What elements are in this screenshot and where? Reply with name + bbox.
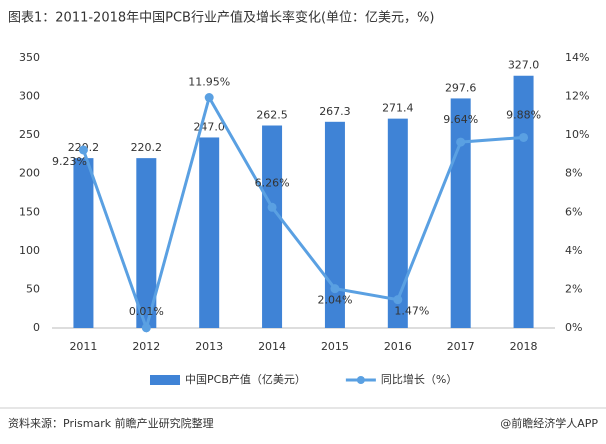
line-point [330,284,340,294]
x-tick-label: 2016 [384,340,412,353]
bar-value-label: 247.0 [193,120,225,133]
line-point [141,323,151,333]
y-tick-label: 0 [33,321,40,334]
x-tick-label: 2013 [195,340,223,353]
line-value-label: 6.26% [255,176,290,189]
y2-tick-label: 14% [565,51,589,64]
line-value-label: 9.23% [52,155,87,168]
y-tick-label: 200 [19,167,40,180]
x-tick-label: 2012 [132,340,160,353]
line-point [519,132,529,142]
bar [136,158,157,328]
x-tick-label: 2011 [69,340,97,353]
y-tick-label: 150 [19,205,40,218]
y-tick-label: 350 [19,51,40,64]
x-tick-label: 2017 [447,340,475,353]
credit: @前瞻经济学人APP [500,416,598,430]
x-tick-label: 2018 [510,340,538,353]
bar [73,158,94,328]
bar [450,98,471,329]
y2-tick-label: 10% [565,128,589,141]
bar [387,118,408,329]
line-value-label: 0.01% [129,305,164,318]
legend-swatch [150,375,180,385]
chart-title: 图表1：2011-2018年中国PCB行业产值及增长率变化(单位：亿美元，%) [8,10,434,26]
y2-tick-label: 2% [565,282,582,295]
y2-tick-label: 8% [565,167,582,180]
bar-value-label: 297.6 [445,81,477,94]
line-value-label: 9.64% [443,113,478,126]
line-point [267,202,277,212]
line-point [393,295,403,305]
line-value-label: 2.04% [317,294,352,307]
line-value-label: 11.95% [188,76,230,89]
bar-value-label: 262.5 [256,109,288,122]
x-tick-label: 2014 [258,340,286,353]
legend-label: 中国PCB产值（亿美元） [185,372,306,386]
y2-tick-label: 4% [565,244,582,257]
bar [199,137,220,328]
y2-tick-label: 6% [565,205,582,218]
line [82,93,524,333]
y-tick-label: 300 [19,90,40,103]
y-tick-label: 100 [19,244,40,257]
bar-value-label: 267.3 [319,105,351,118]
line-point [78,145,88,155]
bar-value-label: 271.4 [382,102,414,115]
legend-label: 同比增长（%） [381,372,457,386]
y2-tick-label: 12% [565,90,589,103]
y-tick-label: 50 [26,282,40,295]
line-value-label: 9.88% [506,108,541,121]
bar [324,121,345,328]
source: 资料来源：Prismark 前瞻产业研究院整理 [8,416,214,430]
bar [262,125,283,328]
bar-value-label: 220.2 [131,141,163,154]
line-point [204,93,214,103]
line-value-label: 1.47% [394,305,429,318]
legend-swatch-point [356,376,365,384]
y2-tick-label: 0% [565,321,582,334]
line-point [456,137,466,147]
bar-value-label: 327.0 [508,59,540,72]
y-tick-label: 250 [19,128,40,141]
x-tick-label: 2015 [321,340,349,353]
